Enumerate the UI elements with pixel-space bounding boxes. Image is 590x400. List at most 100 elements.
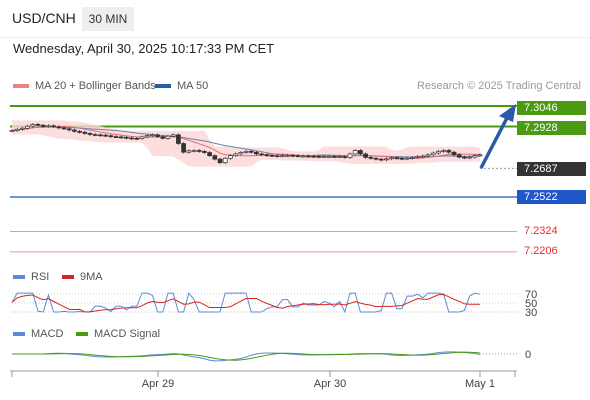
candle-body (248, 150, 254, 153)
candle-body (61, 127, 67, 130)
candle-body (290, 154, 296, 157)
candle-body (430, 152, 436, 156)
ma50-label: MA 50 (177, 80, 209, 92)
rsi-level-label: 70 (525, 289, 537, 301)
candle-body (160, 136, 166, 139)
candle-body (311, 155, 316, 158)
candle-body (66, 128, 72, 131)
candle-body (321, 156, 327, 158)
candle-body (384, 158, 389, 161)
forecast-arrow-shaft (479, 115, 510, 169)
rsi-swatch (13, 275, 25, 279)
candle-body (202, 150, 207, 153)
level-r1-tag: 7.2928 (517, 121, 586, 135)
ma50-swatch (155, 84, 171, 88)
ma50-line (11, 126, 481, 158)
candle-body (30, 124, 36, 127)
candle-body (191, 150, 197, 152)
candle-body (25, 125, 30, 129)
ma20-label: MA 20 + Bollinger Bands (35, 80, 156, 92)
candle-body (420, 155, 426, 158)
candle-body (404, 157, 410, 160)
rsi-level-label: 30 (525, 307, 537, 319)
macd-signal-line (12, 351, 481, 361)
candle-body (415, 156, 420, 158)
candle-body (14, 128, 20, 131)
header-divider (0, 37, 590, 38)
candle-body (134, 137, 140, 140)
legend-macd-signal: MACD Signal (76, 328, 160, 340)
rsi-level-label: 50 (525, 298, 537, 310)
candle-body (222, 157, 228, 163)
candle-body (108, 135, 114, 138)
rsi9-label: 9MA (80, 271, 103, 283)
candle-body (9, 130, 15, 132)
candle-body (368, 157, 374, 159)
timeframe-button[interactable]: 30 MIN (82, 7, 134, 31)
candle-body (170, 134, 176, 137)
level-s1-tag: 7.2522 (517, 190, 586, 204)
candle-body (139, 136, 145, 139)
candle-body (20, 127, 25, 130)
macd-label: MACD (31, 328, 64, 340)
candle-body (87, 133, 93, 135)
macd-line (12, 351, 481, 362)
level-r2-tag: 7.3046 (517, 101, 586, 115)
rsi9-line (11, 293, 481, 313)
candle-body (436, 150, 441, 154)
candle-body (358, 150, 363, 155)
candle-body (347, 153, 353, 158)
macd-signal-label: MACD Signal (94, 328, 161, 340)
candle-body (40, 124, 46, 127)
candle-body (456, 154, 462, 158)
candle-body (113, 136, 119, 138)
candle-body (181, 143, 186, 153)
macd-zero-label: 0 (525, 349, 531, 361)
candle-body (72, 129, 77, 132)
macd-swatch (13, 332, 25, 336)
candle-body (373, 157, 379, 160)
candle-body (56, 126, 62, 129)
level-t1-tag: 7.2324 (524, 225, 558, 237)
candle-body (259, 153, 264, 156)
candle-body (35, 124, 41, 126)
candle-body (451, 151, 457, 156)
candle-body (176, 134, 181, 144)
x-tick-label: Apr 29 (142, 378, 174, 390)
candle-body (363, 153, 368, 158)
research-credit: Research © 2025 Trading Central (416, 80, 581, 92)
candle-body (316, 156, 322, 158)
candle-body (326, 156, 332, 158)
candle-body (274, 155, 280, 158)
candle-body (129, 137, 134, 140)
candle-body (472, 155, 478, 158)
candle-body (342, 156, 348, 158)
candle-body (378, 158, 384, 161)
legend-rsi9: 9MA (62, 271, 103, 283)
candle-body (228, 155, 233, 159)
candle-body (280, 155, 285, 158)
candle-body (264, 154, 270, 157)
datetime-label: Wednesday, April 30, 2025 10:17:33 PM CE… (13, 41, 275, 56)
candle-body (238, 152, 244, 155)
ma20-swatch (13, 84, 29, 88)
candle-body (92, 134, 98, 136)
candle-body (394, 157, 400, 160)
candle-body (285, 154, 290, 157)
candle-body (165, 135, 171, 139)
candle-body (441, 150, 446, 152)
x-tick-label: Apr 30 (314, 378, 346, 390)
candle-body (207, 152, 212, 157)
x-tick-label: May 1 (465, 378, 495, 390)
forecast-arrow-head (499, 104, 516, 122)
candle-body (425, 154, 431, 157)
level-last-tag: 7.2687 (517, 162, 586, 176)
candle-body (51, 125, 56, 128)
candle-body (212, 155, 218, 160)
candle-body (144, 135, 150, 138)
candle-body (337, 156, 342, 158)
candle-body (462, 156, 467, 159)
legend-ma50: MA 50 (155, 80, 208, 92)
candle-body (124, 136, 129, 139)
